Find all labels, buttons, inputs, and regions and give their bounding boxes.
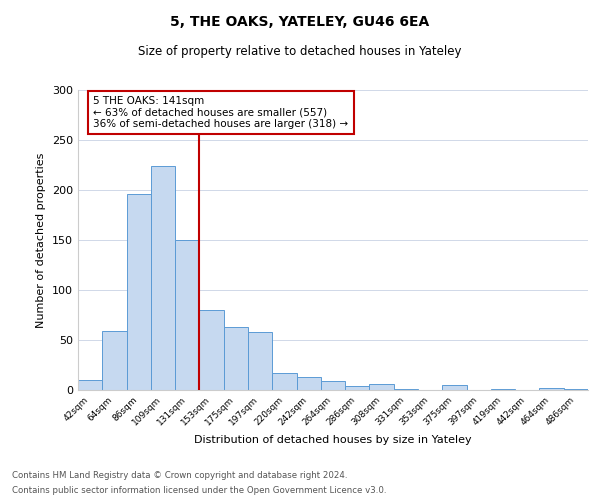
Bar	[224, 327, 248, 390]
Text: Size of property relative to detached houses in Yateley: Size of property relative to detached ho…	[138, 45, 462, 58]
Text: Contains HM Land Registry data © Crown copyright and database right 2024.: Contains HM Land Registry data © Crown c…	[12, 471, 347, 480]
Bar	[491, 389, 515, 390]
Bar	[175, 240, 199, 390]
X-axis label: Distribution of detached houses by size in Yateley: Distribution of detached houses by size …	[194, 436, 472, 446]
Bar	[321, 381, 345, 390]
Bar	[442, 385, 467, 390]
Bar	[272, 373, 296, 390]
Bar	[296, 377, 321, 390]
Text: 5, THE OAKS, YATELEY, GU46 6EA: 5, THE OAKS, YATELEY, GU46 6EA	[170, 15, 430, 29]
Bar	[564, 389, 588, 390]
Y-axis label: Number of detached properties: Number of detached properties	[37, 152, 46, 328]
Text: Contains public sector information licensed under the Open Government Licence v3: Contains public sector information licen…	[12, 486, 386, 495]
Text: 5 THE OAKS: 141sqm
← 63% of detached houses are smaller (557)
36% of semi-detach: 5 THE OAKS: 141sqm ← 63% of detached hou…	[94, 96, 349, 129]
Bar	[78, 380, 102, 390]
Bar	[199, 310, 224, 390]
Bar	[539, 388, 564, 390]
Bar	[345, 386, 370, 390]
Bar	[248, 332, 272, 390]
Bar	[102, 331, 127, 390]
Bar	[394, 389, 418, 390]
Bar	[151, 166, 175, 390]
Bar	[127, 194, 151, 390]
Bar	[370, 384, 394, 390]
